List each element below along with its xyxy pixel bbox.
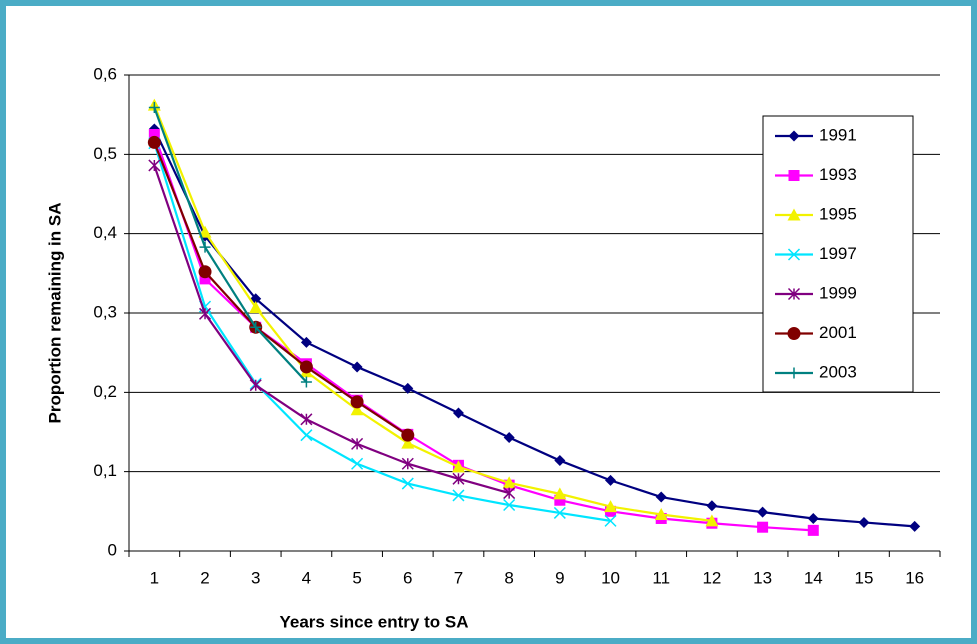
marker [351,457,364,470]
marker [788,130,800,142]
x-tick-label: 8 [504,568,513,587]
x-tick-label: 6 [403,568,412,587]
marker [451,460,465,473]
x-tick-label: 11 [652,568,670,587]
x-tick-label: 10 [601,568,620,587]
marker [909,520,921,532]
marker [249,300,263,313]
marker [452,489,465,502]
marker [706,500,718,512]
marker [350,403,364,416]
y-tick-label: 0,1 [93,461,117,480]
marker [503,487,516,500]
y-tick-label: 0,3 [93,302,117,321]
marker [553,506,566,519]
marker [350,395,364,409]
marker [148,159,161,172]
series-line [153,128,915,528]
y-tick-label: 0,5 [93,144,117,163]
legend-label: 2001 [819,323,857,342]
marker [554,455,566,467]
x-tick-label: 12 [702,568,721,587]
series-line [153,142,409,437]
marker [807,512,819,524]
series-line [153,165,510,495]
x-tick-label: 16 [905,568,924,587]
marker [300,429,313,442]
marker [788,170,800,181]
legend-label: 1991 [819,125,857,144]
marker [503,432,515,444]
marker [787,287,801,301]
legend-label: 1997 [819,244,857,263]
y-tick-label: 0,4 [93,223,117,242]
x-tick-label: 7 [454,568,463,587]
marker [401,436,415,449]
marker [199,307,212,320]
series-line [153,142,611,522]
marker [148,102,160,114]
marker [605,474,617,486]
legend-label: 1999 [819,283,857,302]
marker [787,208,801,221]
x-tick-label: 4 [302,568,311,587]
marker [198,265,212,279]
marker [300,376,312,388]
x-tick-label: 13 [753,568,772,587]
marker [655,491,667,503]
x-tick-label: 5 [352,568,361,587]
y-tick-label: 0,6 [93,64,117,83]
marker [787,327,801,340]
marker [351,361,363,373]
x-tick-label: 9 [555,568,564,587]
marker [198,225,212,238]
marker [787,248,801,261]
x-tick-label: 1 [150,568,159,587]
marker [148,129,160,140]
legend-label: 2003 [819,362,857,381]
marker [705,514,719,527]
marker [401,457,414,470]
marker [452,472,465,485]
marker [503,498,516,512]
marker [858,516,870,528]
marker [199,241,211,253]
marker [604,514,617,527]
marker [300,413,313,426]
marker [147,135,161,149]
marker [402,382,414,394]
marker [807,524,819,536]
series-line [153,107,308,383]
x-tick-label: 14 [804,568,823,587]
marker [401,428,415,442]
marker [299,360,313,374]
marker [401,477,414,490]
marker [502,476,516,489]
y-tick-label: 0,2 [93,382,117,401]
marker [757,506,769,518]
marker [604,500,618,513]
x-axis-title: Years since entry to SA [280,612,469,631]
x-tick-label: 3 [251,568,260,587]
marker [452,407,464,419]
marker [300,336,312,348]
x-tick-label: 2 [200,568,209,587]
y-axis-title: Proportion remaining in SA [45,202,64,423]
marker [554,494,566,506]
marker [351,437,364,450]
marker [199,273,211,285]
x-tick-label: 15 [855,568,874,587]
legend-label: 1993 [819,165,857,184]
y-tick-label: 0 [108,540,117,559]
series-line [153,104,713,522]
marker [788,367,800,379]
marker [250,321,262,333]
marker [654,508,668,521]
marker [249,379,262,392]
marker [757,521,769,533]
legend-label: 1995 [819,204,857,223]
marker [553,487,567,500]
